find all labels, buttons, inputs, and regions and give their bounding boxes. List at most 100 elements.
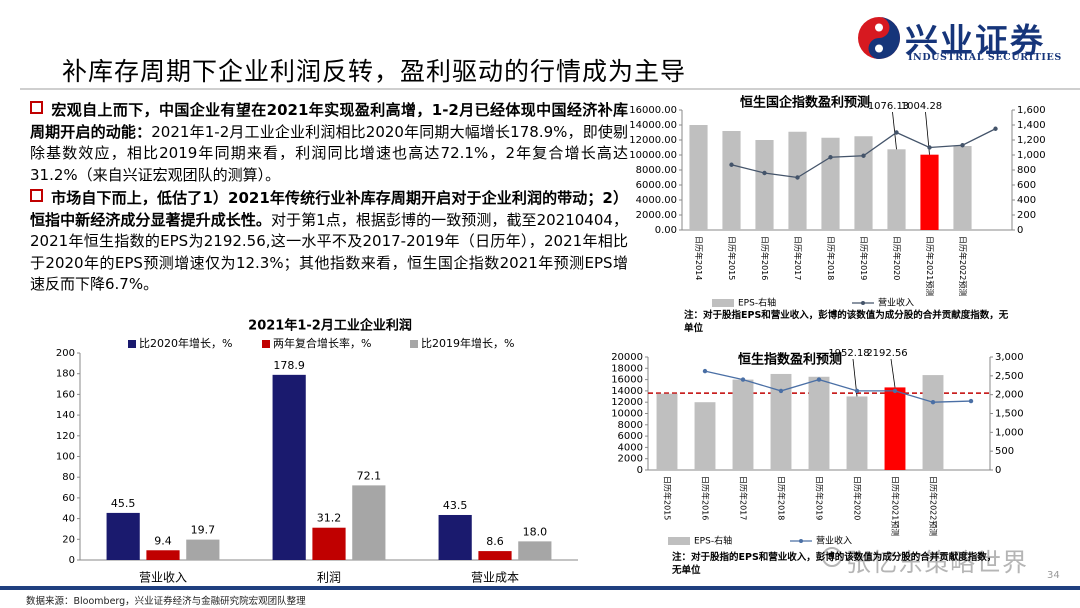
y-tick-label: 180: [56, 369, 75, 380]
bar: [186, 539, 220, 560]
data-label: 178.9: [273, 359, 305, 372]
bar: [272, 374, 306, 560]
y-tick-label: 14000: [611, 386, 643, 397]
y-tick-label: 100: [56, 452, 75, 463]
label-leader: [890, 358, 896, 388]
bar: [846, 396, 868, 470]
source: 数据来源：Bloomberg，兴业证券经济与金融研究院宏观团队整理: [26, 596, 306, 607]
data-label: 1076.13: [868, 101, 909, 112]
watermark-icon: [822, 547, 842, 567]
data-label: 9.4: [154, 534, 172, 547]
line-point: [740, 377, 746, 382]
line-point: [894, 130, 899, 135]
bullet-text: 对于第1点，根据彭博的一致预测，截至20210404，2021年恒生指数的EPS…: [30, 210, 628, 294]
x-tick-label: 日历年2017: [739, 476, 749, 520]
y-tick-label: 14000.00: [629, 120, 677, 131]
bar: [887, 149, 906, 230]
watermark: 张忆东策略世界: [846, 548, 1029, 577]
label-leader: [892, 111, 897, 150]
x-tick-label: 日历年2014: [694, 236, 704, 280]
legend-label: 两年复合增长率，%: [273, 336, 371, 350]
footer-band: [0, 586, 1080, 590]
y2-tick-label: 1,000: [995, 427, 1024, 438]
bar: [920, 154, 939, 230]
line-point: [968, 398, 974, 404]
line-point: [778, 388, 784, 394]
y-tick-label: 0.00: [655, 225, 677, 236]
y2-tick-label: 1,600: [1017, 105, 1046, 116]
y-tick-label: 80: [62, 472, 75, 483]
bullet-text: 2021年1-2月工业企业利润相比2020年同期大幅增长178.9%，即使剔除基…: [30, 122, 628, 184]
y2-tick-label: 1,000: [1017, 150, 1046, 161]
bar: [884, 387, 906, 470]
line-point: [892, 388, 898, 394]
logo-subtitle: INDUSTRIAL SECURITIES: [908, 52, 1062, 63]
y-tick-label: 12000.00: [629, 135, 677, 146]
y-tick-label: 12000: [611, 397, 643, 408]
bar: [953, 146, 972, 230]
legend-label: 营业收入: [878, 297, 914, 309]
x-tick-label: 日历年2019: [815, 476, 825, 520]
bar: [478, 551, 512, 560]
bar: [922, 375, 944, 470]
y-tick-label: 4000: [618, 442, 643, 453]
bar: [312, 527, 346, 560]
y-tick-label: 18000: [611, 363, 643, 374]
y-tick-label: 140: [56, 410, 75, 421]
legend-swatch: [668, 537, 690, 545]
logo-name: 兴业证券: [905, 21, 1045, 60]
line-point: [828, 155, 833, 160]
y2-tick-label: 500: [995, 446, 1014, 457]
x-tick-label: 日历年2022预测: [958, 236, 968, 296]
legend-label: 比2020年增长，%: [139, 336, 232, 350]
legend-swatch: [262, 340, 270, 348]
x-tick-label: 日历年2018: [777, 476, 787, 520]
data-label: 43.5: [443, 499, 468, 512]
legend-swatch: [128, 340, 136, 348]
legend-swatch: [410, 340, 418, 348]
data-label: 2192.56: [866, 348, 907, 359]
legend-swatch: [799, 539, 803, 543]
y2-tick-label: 1,400: [1017, 120, 1046, 131]
y-tick-label: 20000: [611, 352, 643, 363]
legend-swatch: [861, 301, 865, 305]
x-tick-label: 日历年2015: [663, 476, 673, 520]
y-tick-label: 2000.00: [636, 210, 677, 221]
y2-tick-label: 600: [1017, 180, 1036, 191]
y2-tick-label: 2,000: [995, 390, 1024, 401]
page-number: 34: [1047, 570, 1060, 581]
x-tick-label: 日历年2022预测: [929, 476, 939, 536]
bar: [518, 541, 552, 560]
data-label: 45.5: [111, 497, 136, 510]
y-tick-label: 160: [56, 389, 75, 400]
bar: [770, 373, 792, 470]
chart-title: 恒生指数盈利预测: [738, 352, 842, 368]
y-tick-label: 8000: [618, 420, 643, 431]
legend-label: 营业收入: [816, 535, 852, 547]
y-tick-label: 16000: [611, 375, 643, 386]
line-point: [702, 368, 708, 374]
bullet-marker: [30, 189, 43, 202]
bullet-lead: 市场自下而上，低估了1）2021年传统行业补库存周期开启对于企业利润的带动；2）…: [30, 189, 628, 229]
bullet-list: 宏观自上而下，中国企业有望在2021年实现盈利高增，1-2月已经体现中国经济补库…: [30, 100, 628, 298]
bar: [732, 379, 754, 470]
data-label: 18.0: [523, 525, 548, 538]
data-label: 1004.28: [901, 101, 942, 112]
y2-tick-label: 1,200: [1017, 135, 1046, 146]
y-tick-label: 16000.00: [629, 105, 677, 116]
y2-tick-label: 1,500: [995, 409, 1024, 420]
y-tick-label: 10000.00: [629, 150, 677, 161]
line-point: [795, 175, 800, 180]
y-tick-label: 200: [56, 348, 75, 359]
x-tick-label: 利润: [317, 571, 341, 585]
bar: [689, 125, 708, 230]
bar: [694, 402, 716, 470]
line-point: [729, 162, 734, 167]
bar: [722, 131, 741, 230]
chart-title: 恒生国企指数盈利预测: [740, 95, 870, 111]
x-tick-label: 日历年2018: [826, 236, 836, 280]
y-tick-label: 6000: [618, 431, 643, 442]
y-tick-label: 120: [56, 431, 75, 442]
